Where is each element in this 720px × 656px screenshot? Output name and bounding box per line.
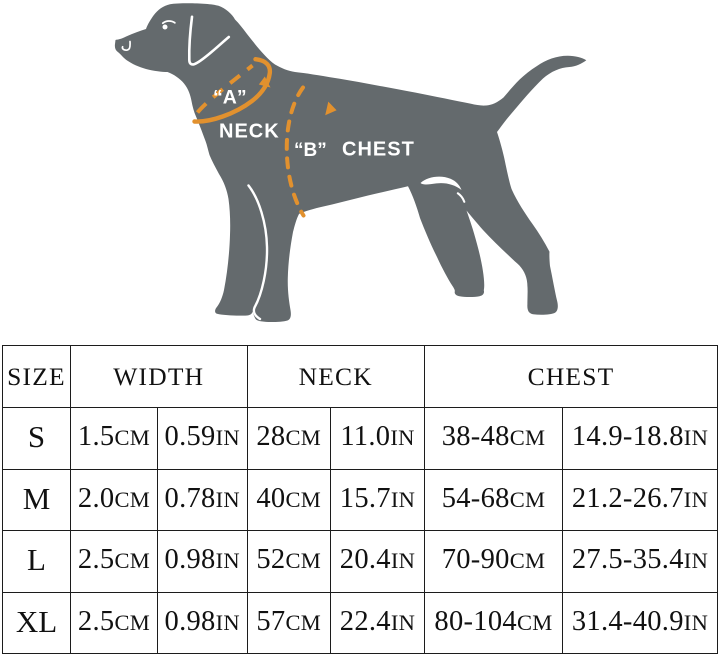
svg-text:NECK: NECK <box>219 120 280 142</box>
svg-text:“B”: “B” <box>294 140 327 161</box>
svg-text:CHEST: CHEST <box>342 139 415 161</box>
svg-text:“A”: “A” <box>213 87 247 109</box>
